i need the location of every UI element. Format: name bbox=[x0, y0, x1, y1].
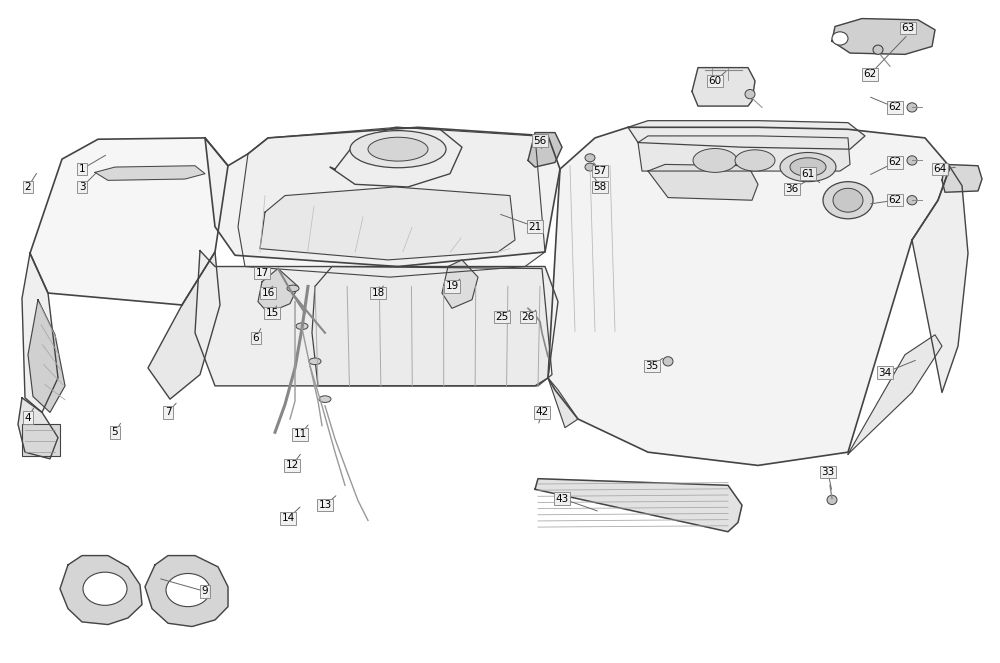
Ellipse shape bbox=[693, 149, 737, 172]
Ellipse shape bbox=[790, 158, 826, 176]
Text: 62: 62 bbox=[888, 102, 902, 113]
Polygon shape bbox=[912, 167, 968, 392]
Text: 3: 3 bbox=[79, 182, 85, 192]
Ellipse shape bbox=[823, 182, 873, 219]
Text: 9: 9 bbox=[202, 586, 208, 597]
Text: 26: 26 bbox=[521, 312, 535, 322]
Text: 4: 4 bbox=[25, 412, 31, 423]
Polygon shape bbox=[648, 164, 758, 200]
FancyBboxPatch shape bbox=[22, 424, 60, 456]
Text: 62: 62 bbox=[888, 157, 902, 168]
Text: 60: 60 bbox=[708, 76, 722, 86]
Text: 1: 1 bbox=[79, 164, 85, 174]
Text: 25: 25 bbox=[495, 312, 509, 322]
Ellipse shape bbox=[827, 495, 837, 505]
Text: 6: 6 bbox=[253, 333, 259, 343]
Text: 61: 61 bbox=[801, 168, 815, 179]
Ellipse shape bbox=[907, 196, 917, 205]
Text: 19: 19 bbox=[445, 281, 459, 292]
Ellipse shape bbox=[907, 156, 917, 165]
Text: 7: 7 bbox=[165, 407, 171, 418]
Ellipse shape bbox=[780, 152, 836, 182]
Polygon shape bbox=[638, 136, 850, 171]
Text: 14: 14 bbox=[281, 513, 295, 524]
Text: 12: 12 bbox=[285, 460, 299, 471]
Polygon shape bbox=[628, 121, 865, 149]
Text: 57: 57 bbox=[593, 166, 607, 176]
Ellipse shape bbox=[309, 358, 321, 365]
Text: 18: 18 bbox=[371, 288, 385, 298]
Polygon shape bbox=[548, 378, 578, 428]
Text: 35: 35 bbox=[645, 361, 659, 371]
Text: 13: 13 bbox=[318, 500, 332, 511]
Ellipse shape bbox=[368, 137, 428, 161]
Text: 5: 5 bbox=[112, 427, 118, 438]
Polygon shape bbox=[258, 269, 298, 313]
Ellipse shape bbox=[83, 572, 127, 605]
Ellipse shape bbox=[319, 396, 331, 402]
Text: 42: 42 bbox=[535, 407, 549, 418]
Polygon shape bbox=[942, 164, 982, 192]
Text: 33: 33 bbox=[821, 467, 835, 477]
Polygon shape bbox=[195, 251, 558, 386]
Text: 62: 62 bbox=[888, 195, 902, 206]
Text: 36: 36 bbox=[785, 184, 799, 194]
Ellipse shape bbox=[296, 323, 308, 330]
Polygon shape bbox=[312, 267, 552, 386]
Ellipse shape bbox=[663, 357, 673, 366]
Ellipse shape bbox=[907, 103, 917, 112]
Ellipse shape bbox=[833, 188, 863, 212]
Text: 21: 21 bbox=[528, 221, 542, 232]
Ellipse shape bbox=[745, 90, 755, 99]
Ellipse shape bbox=[873, 45, 883, 54]
Text: 17: 17 bbox=[255, 268, 269, 278]
Polygon shape bbox=[692, 68, 755, 106]
Ellipse shape bbox=[350, 131, 446, 168]
Ellipse shape bbox=[585, 154, 595, 162]
Polygon shape bbox=[238, 127, 545, 277]
Polygon shape bbox=[30, 138, 228, 305]
Polygon shape bbox=[330, 127, 462, 187]
Text: 11: 11 bbox=[293, 429, 307, 440]
Polygon shape bbox=[442, 260, 478, 308]
Text: 62: 62 bbox=[863, 69, 877, 80]
Polygon shape bbox=[528, 133, 562, 167]
Ellipse shape bbox=[287, 285, 299, 292]
Polygon shape bbox=[95, 166, 205, 180]
Ellipse shape bbox=[832, 32, 848, 45]
Polygon shape bbox=[28, 300, 65, 412]
Polygon shape bbox=[145, 556, 228, 627]
Polygon shape bbox=[205, 127, 560, 267]
Text: 16: 16 bbox=[261, 288, 275, 298]
Polygon shape bbox=[832, 19, 935, 54]
Text: 34: 34 bbox=[878, 367, 892, 378]
Polygon shape bbox=[260, 187, 515, 260]
Polygon shape bbox=[60, 556, 142, 625]
Ellipse shape bbox=[735, 150, 775, 171]
Polygon shape bbox=[535, 479, 742, 532]
Text: 58: 58 bbox=[593, 182, 607, 192]
Polygon shape bbox=[548, 127, 950, 465]
Ellipse shape bbox=[166, 573, 210, 607]
Ellipse shape bbox=[585, 163, 595, 171]
Text: 15: 15 bbox=[265, 308, 279, 318]
Text: 64: 64 bbox=[933, 164, 947, 174]
Polygon shape bbox=[18, 398, 58, 459]
Polygon shape bbox=[22, 253, 58, 412]
Text: 43: 43 bbox=[555, 493, 569, 504]
Text: 56: 56 bbox=[533, 135, 547, 146]
Polygon shape bbox=[148, 252, 220, 399]
Polygon shape bbox=[848, 335, 942, 454]
Text: 2: 2 bbox=[25, 182, 31, 192]
Text: 63: 63 bbox=[901, 23, 915, 33]
